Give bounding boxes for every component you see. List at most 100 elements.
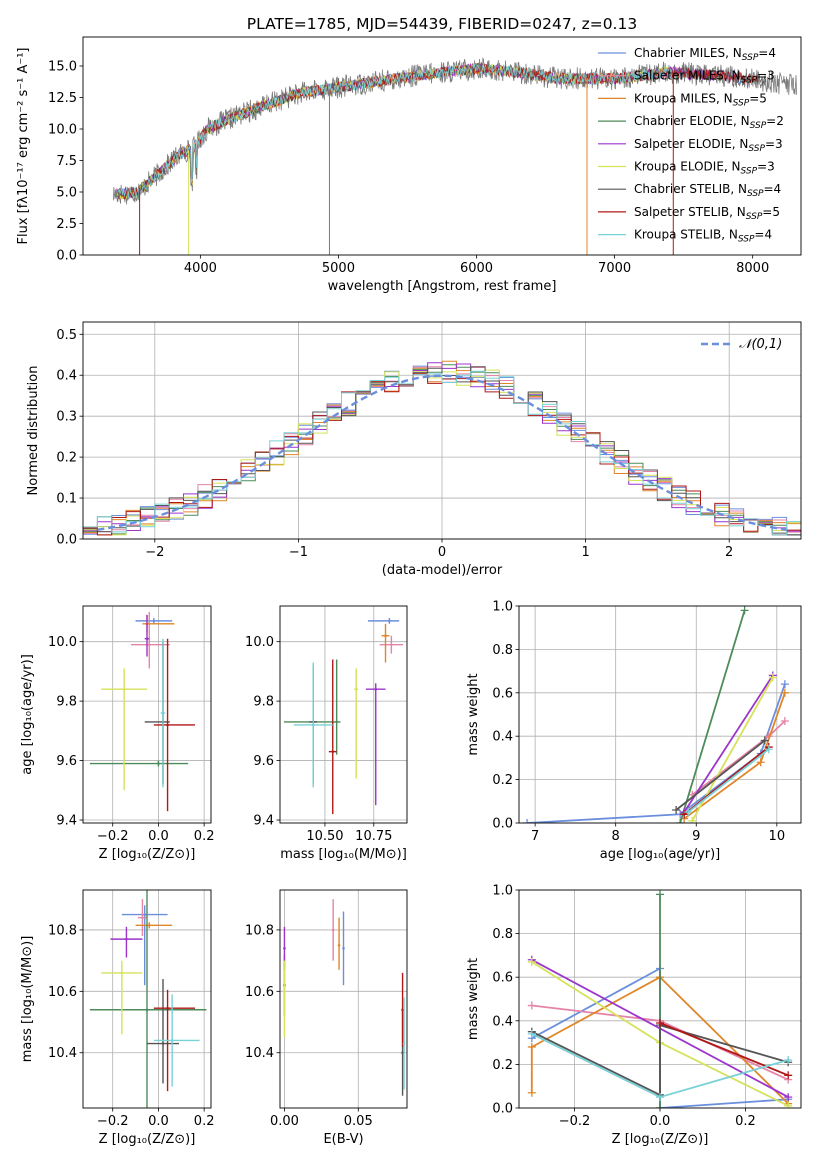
mass-vs-Z-frame [82,889,212,1109]
weight-vs-age-marker [780,680,789,689]
residuals-x-tick-label: −2 [145,545,164,560]
age-vs-Z-y-tick-label: 10.0 [48,635,77,650]
mass-vs-Z-x-tick-label: −0.2 [97,1114,129,1129]
weight-vs-Z-y-tick-label: 0.0 [492,1102,513,1117]
spectrum-y-tick-label: 15.0 [48,59,77,74]
age-vs-Z-point [145,637,149,640]
weight-vs-Z-x-tick-label: 0.0 [650,1114,671,1129]
normal-distribution-curve [97,374,787,531]
mass-vs-ebv-point [283,947,286,950]
legend-label: Chabrier MILES, NSSP=4 [634,46,776,63]
mass-vs-ebv-point [342,947,345,950]
age-vs-mass-y-tick-label: 9.8 [253,695,274,710]
spectrum-legend: Chabrier MILES, NSSP=4 Salpeter MILES, NS… [598,46,784,245]
weight-vs-Z-y-tick-label: 0.6 [492,971,513,986]
weight-vs-age-y-tick-label: 0.8 [492,643,513,658]
weight-vs-Z-y-tick-label: 0.8 [492,927,513,942]
spectrum-frame [82,36,802,256]
weight-vs-Z-marker [656,890,664,899]
age-vs-Z-y-tick-label: 9.8 [56,695,77,710]
weight-vs-age-x-tick-label: 10 [769,829,786,844]
age-vs-mass-frame [279,605,408,824]
weight-vs-age-y-tick-label: 0.0 [492,817,513,832]
weight-vs-Z-marker [527,1042,536,1051]
mass-vs-Z-y-tick-label: 10.4 [48,1046,77,1061]
weight-vs-age-y-tick-label: 0.6 [492,686,513,701]
mass-vs-Z-x-tick-label: 0.0 [148,1114,169,1129]
weight-vs-age-marker [780,717,789,726]
weight-vs-Z-y-tick-label: 0.4 [492,1014,513,1029]
residuals-y-tick-label: 0.1 [56,492,77,507]
mass-vs-Z-x-tick-label: 0.2 [194,1114,215,1129]
residuals-legend: 𝒩(0,1) [701,337,782,352]
residual-histogram-step [83,366,801,536]
age-vs-mass-axes: 10.50 10.75 9.4 9.6 9.8 10.0 mass [log₁₀(M/M⊙)… [245,606,407,862]
mass-vs-ebv-y-tick-label: 10.6 [245,985,274,1000]
residuals-y-tick-label: 0.5 [56,328,77,343]
spectrum-plot-area [113,57,797,255]
weight-vs-Z-marker [656,1104,664,1108]
mass-vs-Z-point [147,924,151,927]
weight-vs-age-marker [760,736,769,745]
spectrum-x-tick-label: 6000 [460,261,493,276]
legend-label: Chabrier STELIB, NSSP=4 [634,182,781,199]
weight-vs-Z-series-line [659,1022,789,1077]
residuals-plot-area [83,360,801,536]
mass-vs-Z-point [170,1039,174,1042]
age-vs-Z-point [152,619,156,623]
weight-vs-age-y-tick-label: 0.4 [492,730,513,745]
weight-vs-Z-marker [784,1056,793,1065]
mass-vs-Z-point [141,916,144,919]
mass-vs-ebv-y-tick-label: 10.4 [245,1046,274,1061]
weight-vs-Z-marker [527,1029,536,1038]
age-vs-Z-frame [82,605,212,824]
weight-vs-age-marker [756,758,765,767]
legend-label: Salpeter STELIB, NSSP=5 [634,205,780,222]
legend-label: Chabrier ELODIE, NSSP=2 [634,114,784,131]
residuals-x-tick-label: 0 [438,545,446,560]
weight-vs-Z-marker [527,957,536,966]
figure-title: PLATE=1785, MJD=54439, FIBERID=0247, z=0… [247,15,637,33]
legend-label: Kroupa STELIB, NSSP=4 [634,228,772,245]
legend-label: 𝒩(0,1) [739,337,782,352]
weight-vs-age-series-line [687,748,770,813]
residuals-axes: −2 −1 0 1 2 0.0 0.1 0.2 0.3 0.4 0.5 (data-model)/er… [26,322,801,578]
mass-vs-ebv-point [331,928,335,932]
age-vs-mass-plot-area [283,617,404,815]
mass-vs-ebv-x-tick-label: 0.05 [344,1114,373,1129]
mass-vs-ebv-point [401,1051,404,1055]
mass-vs-ebv-x-axis-label: E(B-V) [323,1132,363,1147]
mass-vs-ebv-point [337,943,341,947]
weight-vs-age-series-line [527,683,786,823]
weight-vs-Z-series-line [530,976,789,1105]
mass-vs-Z-y-tick-label: 10.8 [48,923,77,938]
age-vs-Z-point [122,687,126,691]
spectrum-model-line [117,63,673,199]
age-vs-Z-plot-area [89,611,195,812]
weight-vs-age-marker [764,745,773,754]
weight-vs-Z-series-line [531,1024,789,1097]
mass-vs-Z-point [145,1008,149,1012]
mass-vs-Z-point [125,937,128,941]
weight-vs-age-series-line [675,739,766,811]
weight-vs-Z-marker [656,1093,664,1102]
weight-vs-Z-marker [784,1093,793,1102]
legend-label: Salpeter ELODIE, NSSP=3 [634,137,783,154]
residual-histogram-step [83,370,801,536]
spectrum-y-axis-label: Flux [fλ10⁻¹⁷ erg cm⁻² s⁻¹ A⁻¹] [16,48,31,245]
spectrum-y-tick-label: 10.0 [48,122,77,137]
weight-vs-age-series-line [679,610,746,823]
mass-vs-Z-plot-area [89,890,207,1108]
weight-vs-age-marker [523,819,532,823]
residuals-y-tick-label: 0.3 [56,410,77,425]
age-vs-mass-y-tick-label: 9.6 [253,754,274,769]
residuals-frame [82,321,802,540]
mass-vs-ebv-y-tick-label: 10.8 [245,923,274,938]
age-vs-mass-point [384,634,387,638]
spectrum-axes: 4000 5000 6000 7000 8000 0.0 2.5 5.0 7.5 10.0 12.5… [16,48,769,295]
age-vs-Z-y-tick-label: 9.6 [56,754,77,769]
weight-vs-Z-marker [527,1001,536,1010]
spectrum-x-tick-label: 7000 [598,261,631,276]
age-vs-mass-point [374,687,378,691]
